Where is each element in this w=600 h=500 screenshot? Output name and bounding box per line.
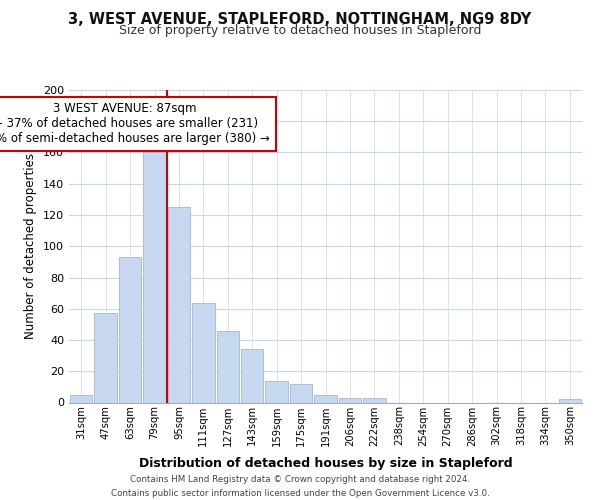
Bar (70, 394, 92, 402)
Bar (265, 380, 288, 402)
Y-axis label: Number of detached properties: Number of detached properties (25, 153, 37, 339)
Bar (143, 152, 166, 402)
Bar (338, 398, 361, 402)
Bar (241, 350, 263, 403)
Bar (119, 257, 142, 402)
Text: Size of property relative to detached houses in Stapleford: Size of property relative to detached ho… (119, 24, 481, 37)
Bar (290, 384, 313, 402)
Text: Contains HM Land Registry data © Crown copyright and database right 2024.
Contai: Contains HM Land Registry data © Crown c… (110, 476, 490, 498)
Bar (192, 302, 215, 402)
Text: 3 WEST AVENUE: 87sqm
← 37% of detached houses are smaller (231)
61% of semi-deta: 3 WEST AVENUE: 87sqm ← 37% of detached h… (0, 102, 269, 146)
Bar (94, 314, 117, 402)
Bar (167, 207, 190, 402)
Bar (363, 398, 386, 402)
Text: 3, WEST AVENUE, STAPLEFORD, NOTTINGHAM, NG9 8DY: 3, WEST AVENUE, STAPLEFORD, NOTTINGHAM, … (68, 12, 532, 28)
Bar (314, 394, 337, 402)
X-axis label: Distribution of detached houses by size in Stapleford: Distribution of detached houses by size … (139, 457, 512, 470)
Bar (559, 400, 581, 402)
Bar (217, 330, 239, 402)
